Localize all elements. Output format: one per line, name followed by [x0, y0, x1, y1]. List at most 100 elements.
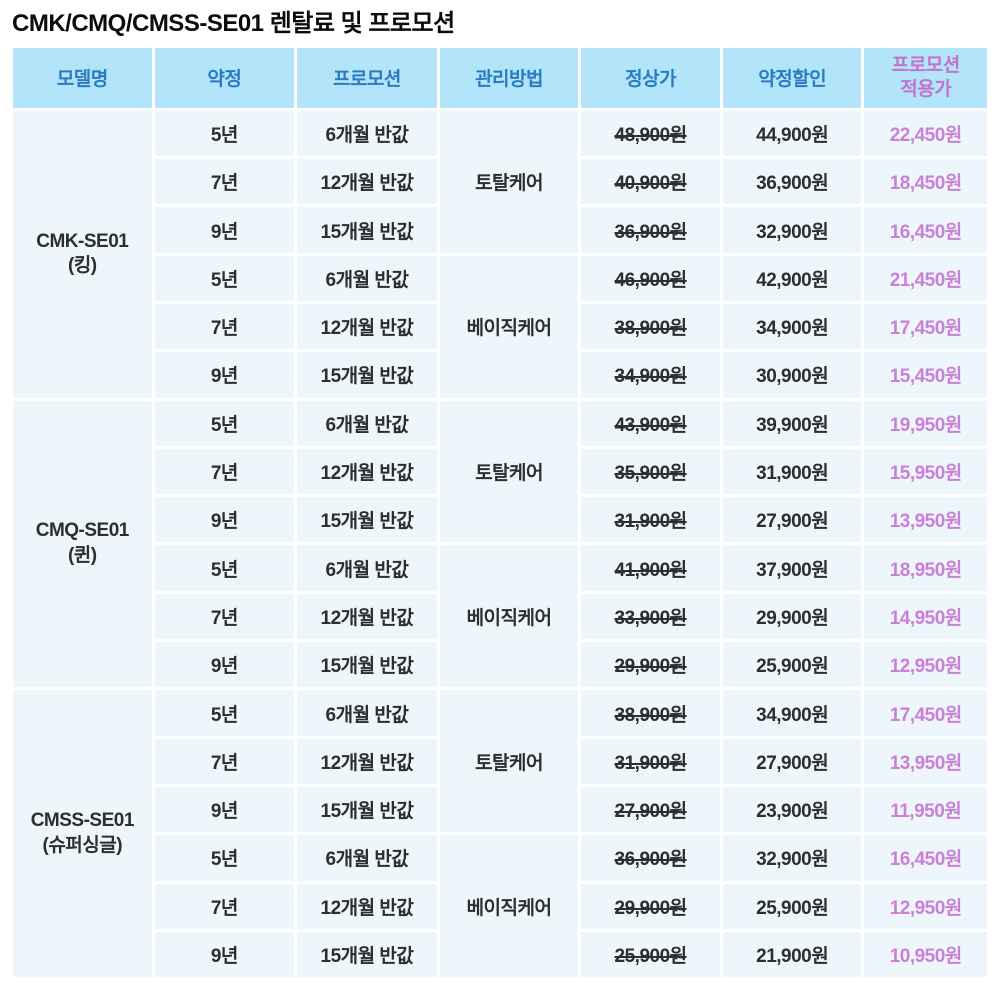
discount-price-cell: 21,900원 — [722, 931, 862, 978]
normal-price-cell: 48,900원 — [581, 110, 720, 157]
normal-price-cell: 34,900원 — [581, 352, 720, 398]
normal-price-cell: 36,900원 — [581, 835, 720, 881]
care-method-cell: 베이직케어 — [439, 835, 579, 978]
promotion-cell: 12개월 반값 — [297, 448, 437, 495]
table-row: 5년 6개월 반값 베이직케어 36,900원 32,900원 16,450원 — [13, 835, 987, 978]
term-cell: 7년 — [154, 448, 295, 495]
discount-price-cell: 25,900원 — [722, 883, 862, 929]
header-promo-price: 프로모션 적용가 — [864, 47, 987, 108]
term-cell: 7년 — [154, 883, 295, 929]
promo-price-cell: 15,950원 — [864, 448, 987, 495]
promotion-cell: 12개월 반값 — [297, 883, 437, 929]
promo-price-cell: 16,450원 — [864, 207, 987, 253]
normal-price-cell: 43,900원 — [581, 400, 720, 446]
discount-price-cell: 29,900원 — [722, 593, 862, 640]
header-term: 약정 — [154, 47, 295, 108]
term-cell: 9년 — [154, 786, 295, 833]
discount-price-cell: 32,900원 — [722, 835, 862, 881]
promo-price-cell: 13,950원 — [864, 497, 987, 543]
promo-price-cell: 11,950원 — [864, 786, 987, 833]
promotion-cell: 6개월 반값 — [297, 690, 437, 736]
table-row: 7년 12개월 반값 33,900원 29,900원 14,950원 — [13, 593, 987, 640]
promotion-cell: 15개월 반값 — [297, 786, 437, 833]
normal-price-cell: 46,900원 — [581, 255, 720, 301]
normal-price-cell: 27,900원 — [581, 786, 720, 833]
discount-price-cell: 31,900원 — [722, 448, 862, 495]
care-method-cell: 토탈케어 — [439, 690, 579, 833]
promotion-cell: 6개월 반값 — [297, 400, 437, 446]
term-cell: 7년 — [154, 159, 295, 205]
normal-price-cell: 25,900원 — [581, 931, 720, 978]
discount-price-cell: 44,900원 — [722, 110, 862, 157]
care-method-cell: 베이직케어 — [439, 255, 579, 398]
price-table-body: CMK-SE01 (킹) 5년 6개월 반값 토탈케어 48,900원 44,900원 22… — [13, 110, 987, 978]
table-row: 5년 6개월 반값 베이직케어 46,900원 42,900원 21,450원 — [13, 255, 987, 398]
table-row: 9년 15개월 반값 25,900원 21,900원 10,950원 — [13, 931, 987, 978]
table-row: 7년 12개월 반값 40,900원 36,900원 18,450원 — [13, 159, 987, 205]
promo-price-cell: 22,450원 — [864, 110, 987, 157]
promo-price-cell: 19,950원 — [864, 400, 987, 446]
table-row: 5년 6개월 반값 베이직케어 41,900원 37,900원 18,950원 — [13, 545, 987, 688]
care-method-cell: 토탈케어 — [439, 110, 579, 253]
promotion-cell: 15개월 반값 — [297, 352, 437, 398]
normal-price-cell: 29,900원 — [581, 642, 720, 688]
discount-price-cell: 30,900원 — [722, 352, 862, 398]
promo-price-cell: 17,450원 — [864, 303, 987, 350]
discount-price-cell: 34,900원 — [722, 690, 862, 736]
normal-price-cell: 31,900원 — [581, 497, 720, 543]
term-cell: 7년 — [154, 593, 295, 640]
table-row: 9년 15개월 반값 36,900원 32,900원 16,450원 — [13, 207, 987, 253]
normal-price-cell: 35,900원 — [581, 448, 720, 495]
promo-price-cell: 12,950원 — [864, 642, 987, 688]
page-title: CMK/CMQ/CMSS-SE01 렌탈료 및 프로모션 — [12, 10, 455, 37]
promo-price-cell: 18,450원 — [864, 159, 987, 205]
normal-price-cell: 38,900원 — [581, 303, 720, 350]
discount-price-cell: 32,900원 — [722, 207, 862, 253]
discount-price-cell: 42,900원 — [722, 255, 862, 301]
promotion-cell: 12개월 반값 — [297, 303, 437, 350]
promotion-cell: 6개월 반값 — [297, 545, 437, 591]
term-cell: 5년 — [154, 690, 295, 736]
discount-price-cell: 37,900원 — [722, 545, 862, 591]
table-row: 9년 15개월 반값 27,900원 23,900원 11,950원 — [13, 786, 987, 833]
promotion-cell: 15개월 반값 — [297, 642, 437, 688]
discount-price-cell: 27,900원 — [722, 497, 862, 543]
term-cell: 7년 — [154, 738, 295, 784]
promotion-cell: 12개월 반값 — [297, 738, 437, 784]
discount-price-cell: 25,900원 — [722, 642, 862, 688]
table-row: 9년 15개월 반값 31,900원 27,900원 13,950원 — [13, 497, 987, 543]
term-cell: 7년 — [154, 303, 295, 350]
promotion-cell: 6개월 반값 — [297, 255, 437, 301]
promo-price-cell: 21,450원 — [864, 255, 987, 301]
table-row: 7년 12개월 반값 38,900원 34,900원 17,450원 — [13, 303, 987, 350]
discount-price-cell: 39,900원 — [722, 400, 862, 446]
model-name-cell: CMQ-SE01 (퀸) — [13, 400, 152, 688]
header-row: 모델명 약정 프로모션 관리방법 정상가 약정할인 프로모션 적용가 — [13, 47, 987, 108]
discount-price-cell: 23,900원 — [722, 786, 862, 833]
term-cell: 9년 — [154, 497, 295, 543]
normal-price-cell: 31,900원 — [581, 738, 720, 784]
care-method-cell: 베이직케어 — [439, 545, 579, 688]
header-care-method: 관리방법 — [439, 47, 579, 108]
term-cell: 5년 — [154, 835, 295, 881]
model-name-cell: CMK-SE01 (킹) — [13, 110, 152, 398]
header-model: 모델명 — [13, 47, 152, 108]
rental-price-table: 모델명 약정 프로모션 관리방법 정상가 약정할인 프로모션 적용가 CMK-S… — [10, 45, 990, 980]
promo-price-cell: 16,450원 — [864, 835, 987, 881]
term-cell: 9년 — [154, 207, 295, 253]
term-cell: 5년 — [154, 545, 295, 591]
table-row: CMQ-SE01 (퀸) 5년 6개월 반값 토탈케어 43,900원 39,900원 19… — [13, 400, 987, 688]
promotion-cell: 15개월 반값 — [297, 931, 437, 978]
promo-price-cell: 15,450원 — [864, 352, 987, 398]
header-normal-price: 정상가 — [581, 47, 720, 108]
table-row: 7년 12개월 반값 31,900원 27,900원 13,950원 — [13, 738, 987, 784]
promotion-cell: 6개월 반값 — [297, 835, 437, 881]
term-cell: 9년 — [154, 642, 295, 688]
table-row: 9년 15개월 반값 34,900원 30,900원 15,450원 — [13, 352, 987, 398]
discount-price-cell: 34,900원 — [722, 303, 862, 350]
promotion-cell: 15개월 반값 — [297, 207, 437, 253]
term-cell: 5년 — [154, 110, 295, 157]
table-row: 7년 12개월 반값 35,900원 31,900원 15,950원 — [13, 448, 987, 495]
promotion-cell: 12개월 반값 — [297, 159, 437, 205]
header-discount-price: 약정할인 — [722, 47, 862, 108]
